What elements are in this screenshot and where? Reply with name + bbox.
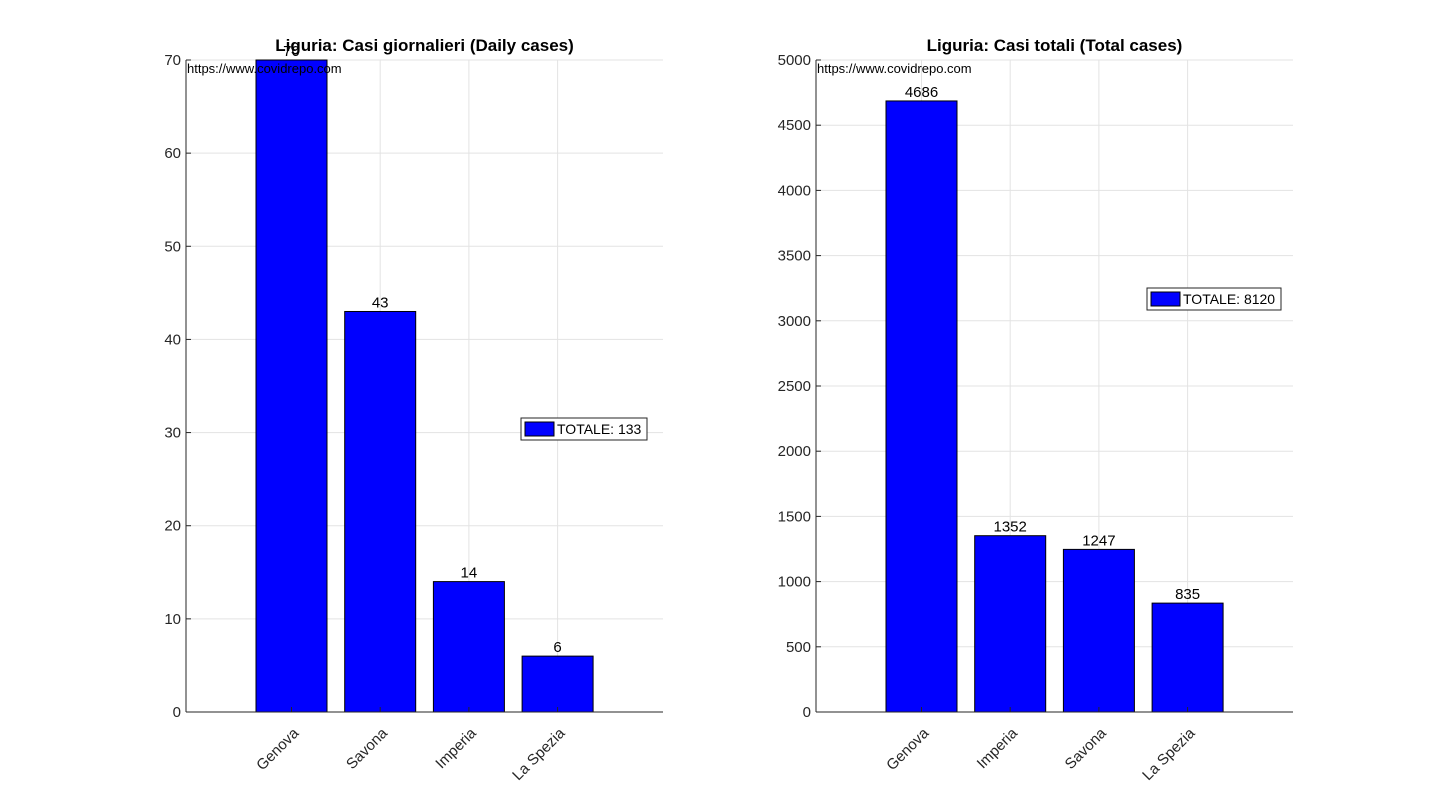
data-label: 43 bbox=[372, 294, 389, 311]
data-label: 1247 bbox=[1082, 532, 1115, 549]
x-tick-label: Imperia bbox=[974, 724, 1022, 772]
data-label: 4686 bbox=[905, 84, 938, 101]
y-tick-label: 2000 bbox=[778, 443, 811, 460]
x-tick-labels: Genova Imperia Savona La Spezia bbox=[883, 707, 1199, 784]
bar bbox=[1062, 548, 1135, 713]
y-tick-label: 4000 bbox=[778, 182, 811, 199]
y-tick-label: 20 bbox=[164, 518, 181, 535]
watermark: https://www.covidrepo.com bbox=[817, 61, 972, 76]
bar bbox=[885, 100, 958, 713]
bar bbox=[974, 535, 1047, 713]
y-tick-label: 50 bbox=[164, 238, 181, 255]
bars: 4686 1352 1247 835 bbox=[885, 84, 1224, 713]
legend-swatch bbox=[1150, 291, 1181, 307]
y-tick-label: 70 bbox=[164, 52, 181, 69]
x-tick-label: La Spezia bbox=[1139, 724, 1199, 784]
bar bbox=[344, 310, 417, 713]
bar bbox=[432, 581, 505, 713]
y-tick-label: 2500 bbox=[778, 378, 811, 395]
legend-swatch bbox=[524, 421, 555, 437]
legend: TOTALE: 133 bbox=[520, 417, 648, 441]
legend-label: TOTALE: 133 bbox=[557, 421, 642, 437]
bar bbox=[1151, 602, 1224, 713]
y-tick-label: 5000 bbox=[778, 52, 811, 69]
y-tick-label: 3500 bbox=[778, 248, 811, 265]
chart-2: 4686 1352 1247 835 0 500 1000 1500 2000 2500 3000 3… bbox=[778, 36, 1293, 784]
y-tick-label: 1000 bbox=[778, 574, 811, 591]
y-tick-label: 500 bbox=[786, 639, 811, 656]
x-tick-label: La Spezia bbox=[509, 724, 569, 784]
data-label: 14 bbox=[461, 565, 478, 582]
y-tick-label: 0 bbox=[173, 704, 181, 721]
x-tick-label: Savona bbox=[343, 724, 391, 772]
y-tick-labels: 0 10 20 30 40 50 60 70 bbox=[164, 52, 191, 721]
chart-title: Liguria: Casi totali (Total cases) bbox=[927, 36, 1183, 55]
y-tick-labels: 0 500 1000 1500 2000 2500 3000 3500 4000 4500 5000 bbox=[778, 52, 821, 721]
x-tick-label: Genova bbox=[883, 724, 933, 774]
data-label: 1352 bbox=[994, 519, 1027, 536]
x-tick-label: Imperia bbox=[432, 724, 480, 772]
y-tick-label: 1500 bbox=[778, 508, 811, 525]
legend-label: TOTALE: 8120 bbox=[1183, 291, 1275, 307]
data-label: 6 bbox=[553, 639, 561, 656]
x-tick-label: Savona bbox=[1062, 724, 1110, 772]
y-tick-label: 3000 bbox=[778, 313, 811, 330]
y-tick-label: 10 bbox=[164, 611, 181, 628]
chart-title: Liguria: Casi giornalieri (Daily cases) bbox=[275, 36, 574, 55]
y-tick-label: 0 bbox=[803, 704, 811, 721]
bars: 70 43 14 6 bbox=[255, 43, 594, 713]
bar bbox=[521, 655, 594, 713]
y-tick-label: 40 bbox=[164, 331, 181, 348]
y-tick-label: 30 bbox=[164, 425, 181, 442]
watermark: https://www.covidrepo.com bbox=[187, 61, 342, 76]
legend: TOTALE: 8120 bbox=[1146, 287, 1282, 311]
bar bbox=[255, 59, 328, 713]
x-tick-label: Genova bbox=[253, 724, 303, 774]
data-label: 70 bbox=[283, 43, 300, 60]
data-label: 835 bbox=[1175, 586, 1200, 603]
y-tick-label: 4500 bbox=[778, 117, 811, 134]
y-tick-label: 60 bbox=[164, 145, 181, 162]
x-tick-labels: Genova Savona Imperia La Spezia bbox=[253, 707, 569, 784]
